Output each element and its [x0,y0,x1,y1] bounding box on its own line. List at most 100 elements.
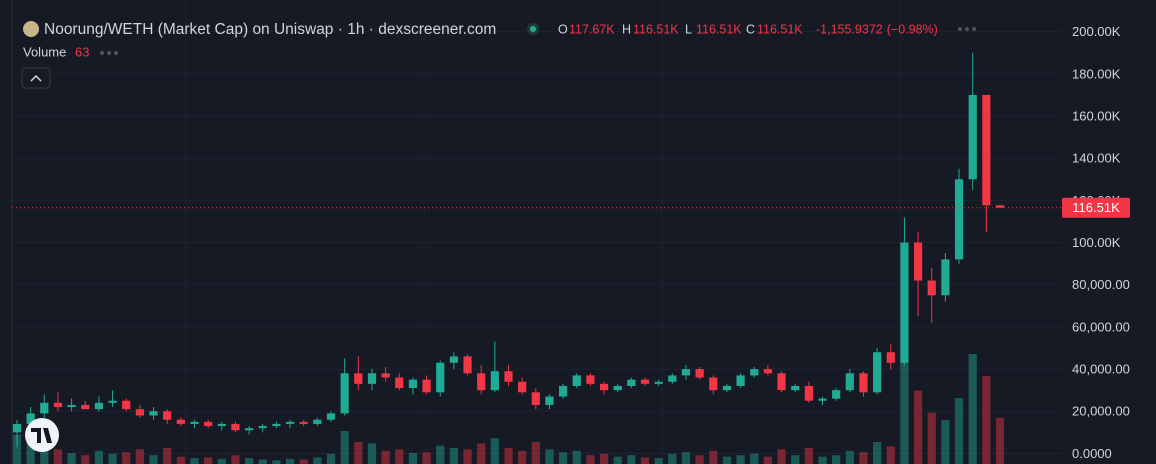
candle-body [982,94,991,206]
volume-bar [709,450,718,464]
y-tick-label: 160.00K [1072,108,1121,123]
volume-value: 63 [75,44,89,59]
y-tick-label: 180.00K [1072,66,1121,81]
volume-bar [299,459,308,464]
candle-body [367,373,377,384]
candle-body [449,356,458,363]
volume-bar [845,450,854,464]
volume-bar [900,361,909,464]
candle-body [695,369,704,378]
candle-body [913,242,923,281]
collapse-button[interactable] [21,67,51,89]
volume-bar [613,456,622,464]
volume-bar [272,460,281,464]
change-pct: (−0.98%) [887,22,938,36]
candle-body [681,369,691,376]
status-dot [530,26,536,32]
candle-body [518,381,527,393]
volume-bar [94,450,104,464]
candle-body [613,385,622,391]
y-tick-label: 140.00K [1072,151,1121,166]
volume-bar [477,443,486,464]
volume-bar [627,455,636,464]
volume-bar [750,453,759,464]
candle-body [654,381,663,384]
volume-bar [176,456,185,464]
candle-body [217,423,226,427]
volume-bar [463,449,472,464]
legend-key: C [746,22,755,36]
volume-bar [395,449,404,464]
candle-body [722,385,732,391]
candle-body [791,385,800,391]
candle-body [12,423,22,433]
volume-bar [258,459,267,464]
volume-bar [763,456,772,464]
legend-key: H [622,22,631,36]
candle-body [954,179,964,260]
volume-bar [586,455,595,464]
candle-body [559,385,568,397]
volume-bar [722,456,732,464]
ohlc-legend: O 117.67K H 116.51K L 116.51K C 116.51K -1,155.9… [558,22,938,36]
volume-bar [791,455,800,464]
volume-bar [777,449,786,464]
candle-body [231,423,240,431]
volume-bar [804,447,813,464]
volume-bar [81,455,90,464]
candle-body [777,373,786,391]
candle-body [245,428,254,431]
grid [12,0,1062,464]
volume-bar [245,458,254,464]
candle-body [204,421,213,427]
candle-body [750,369,759,376]
volume-bar [941,420,950,464]
legend-key: L [685,22,692,36]
candle-body [477,373,486,391]
volume-bar [531,442,540,464]
candle-body [258,426,267,429]
candle-body [531,392,540,405]
volume-bar [149,455,158,464]
y-tick-label: 40,000.00 [1072,362,1130,377]
candle-body [668,375,677,382]
candle-body [572,375,581,386]
volume-bar [681,452,691,464]
candle-body [886,352,895,363]
volume-pane [12,354,1005,464]
y-tick-label: 80,000.00 [1072,277,1130,292]
candle-body [873,352,882,393]
volume-bar [190,458,199,464]
volume-bar [640,457,650,464]
volume-bar [436,445,445,464]
volume-bar [668,453,677,464]
volume-bar [67,453,76,464]
legend-value: 116.51K [757,22,803,36]
legend-value: 117.67K [569,22,615,36]
volume-bar [122,452,131,464]
candle-body [381,373,390,378]
candle-body [190,421,199,424]
volume-bar [422,452,431,464]
volume-bar [326,453,336,464]
volume-bar [886,446,895,464]
volume-bar [53,449,63,464]
volume-bar [873,442,882,464]
candle-body [845,373,854,391]
candle-body [599,383,609,391]
candle-body [326,413,336,420]
candle-body [709,377,718,391]
menu-dots[interactable] [100,27,976,55]
candle-body [736,375,745,386]
volume-bar [163,447,172,464]
candle-body [941,259,950,296]
volume-bar [490,438,499,464]
candle-body [135,409,144,416]
volume-bar [695,455,704,464]
volume-label: Volume [23,44,66,59]
candle-body [900,242,909,363]
candle-body [968,94,977,180]
token-icon [23,21,39,37]
y-tick-label: 0.0000 [1072,446,1112,461]
